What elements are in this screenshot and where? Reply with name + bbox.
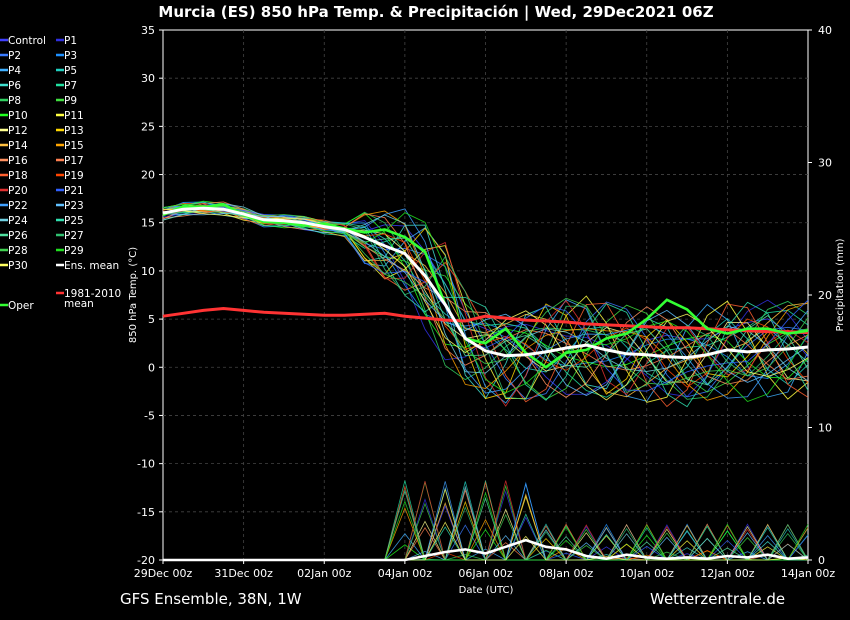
legend-label: P1	[64, 35, 77, 47]
legend-label: P25	[64, 215, 84, 227]
legend-label: P4	[8, 65, 21, 77]
y-tick-label: -5	[144, 409, 155, 422]
legend-label: P11	[64, 110, 84, 122]
legend-label: P12	[8, 125, 28, 137]
legend-label: P28	[8, 245, 28, 257]
member-line-p28	[162, 208, 809, 386]
member-line-p25	[162, 201, 809, 408]
legend-label: P23	[64, 200, 84, 212]
member-line-p21	[162, 206, 809, 392]
legend-label: P18	[8, 170, 28, 182]
y-tick-label: -10	[137, 458, 155, 471]
legend-label: P10	[8, 110, 28, 122]
legend-label: 1981-2010 mean	[64, 288, 121, 310]
legend-label: P27	[64, 230, 84, 242]
legend-label: P9	[64, 95, 77, 107]
y-tick-label: -20	[137, 554, 155, 567]
legend-label: P8	[8, 95, 21, 107]
main-series	[162, 203, 809, 562]
axes: 35 30 25 20 15 10 5 0 -5 -10 -15 -20 40 30 20 10 0 29Dec …	[134, 24, 836, 580]
ens-mean-line	[162, 206, 809, 360]
x-tick-label: 31Dec 00z	[214, 567, 273, 580]
x-tick-label: 04Jan 00z	[378, 567, 432, 580]
chart-title: Murcia (ES) 850 hPa Temp. & Precipitació…	[158, 3, 713, 22]
y2-tick-label: 30	[818, 157, 832, 170]
footer-left: GFS Ensemble, 38N, 1W	[120, 590, 302, 608]
legend-label: P7	[64, 80, 77, 92]
legend-label: P14	[8, 140, 28, 152]
member-line-p23	[162, 212, 809, 397]
x-tick-label: 08Jan 00z	[539, 567, 593, 580]
legend-label: P15	[64, 140, 84, 152]
y2-tick-label: 10	[818, 422, 832, 435]
y-tick-label: 20	[141, 169, 155, 182]
climatology-mean-line	[162, 306, 809, 335]
y-tick-label: 35	[141, 24, 155, 37]
legend-label: P2	[8, 50, 21, 62]
ens-precip-mean-line	[163, 538, 809, 562]
legend: Control P1 P2 P3 P4 P5 P6 P7 P8 P9 P10 P11 P12 P13 P14…	[0, 35, 121, 312]
y2-tick-label: 20	[818, 289, 832, 302]
oper-line	[162, 203, 809, 369]
legend-label: P3	[64, 50, 77, 62]
y-axis-label: 850 hPa Temp. (°C)	[128, 247, 139, 343]
y2-tick-label: 0	[818, 554, 825, 567]
legend-label: P29	[64, 245, 84, 257]
y-tick-label: 30	[141, 72, 155, 85]
y-tick-label: 10	[141, 265, 155, 278]
x-tick-label: 02Jan 00z	[297, 567, 351, 580]
y-tick-label: 5	[148, 313, 155, 326]
x-tick-label: 10Jan 00z	[620, 567, 674, 580]
legend-label: Oper	[8, 300, 34, 312]
y2-tick-label: 40	[818, 24, 832, 37]
legend-label: Ens. mean	[64, 260, 119, 272]
y-tick-label: 15	[141, 217, 155, 230]
legend-label: P22	[8, 200, 28, 212]
legend-label: P21	[64, 185, 84, 197]
legend-label: P13	[64, 125, 84, 137]
y-tick-label: -15	[137, 506, 155, 519]
legend-label: P26	[8, 230, 28, 242]
legend-label: P5	[64, 65, 77, 77]
x-tick-label: 12Jan 00z	[700, 567, 754, 580]
legend-label: P20	[8, 185, 28, 197]
legend-label: P30	[8, 260, 28, 272]
x-tick-label: 14Jan 00z	[781, 567, 835, 580]
legend-label: P16	[8, 155, 28, 167]
legend-label: P24	[8, 215, 28, 227]
member-line-p26	[162, 206, 809, 386]
legend-label: P19	[64, 170, 84, 182]
x-tick-label: 06Jan 00z	[458, 567, 512, 580]
x-axis-label: Date (UTC)	[459, 585, 514, 596]
legend-label: Control	[8, 35, 46, 47]
x-tick-label: 29Dec 00z	[134, 567, 193, 580]
legend-label: P17	[64, 155, 84, 167]
y2-axis-label: Precipitation (mm)	[835, 238, 846, 331]
y-tick-label: 0	[148, 361, 155, 374]
member-line-p18	[162, 202, 809, 408]
member-line-p20	[162, 205, 809, 407]
y-tick-label: 25	[141, 120, 155, 133]
legend-label: P6	[8, 80, 21, 92]
footer-right: Wetterzentrale.de	[650, 590, 785, 608]
